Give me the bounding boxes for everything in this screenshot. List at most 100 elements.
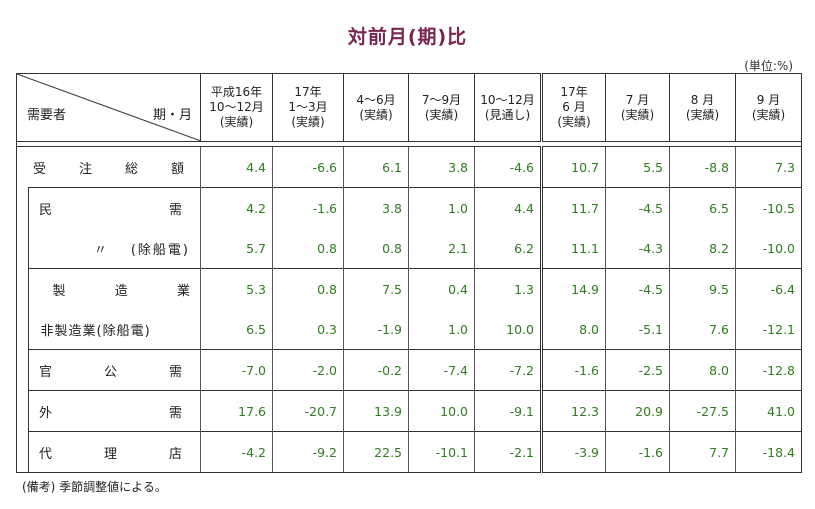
page-title: 対前月(期)比	[347, 26, 468, 48]
row-label-private-ex-ships-power: 〃 (除船電)	[27, 228, 201, 269]
row-label-agencies: 代理店	[27, 431, 201, 473]
table-row: 民需 4.2 -1.6 3.8 1.0 4.4 11.7 -4.5 6.5 -1…	[16, 187, 803, 228]
cell: -4.5	[605, 187, 670, 228]
cell: 8.2	[669, 228, 736, 269]
cell: 4.4	[200, 146, 273, 188]
cell: 8.0	[669, 349, 736, 391]
cell: 6.5	[200, 309, 273, 350]
cell: 6.1	[343, 146, 409, 188]
table-row: 受注総額 4.4 -6.6 6.1 3.8 -4.6 10.7 5.5 -8.8…	[15, 146, 803, 188]
cell: 14.9	[540, 268, 606, 309]
cell: -3.9	[540, 431, 606, 473]
col-header-7: 7 月 (実績)	[605, 73, 671, 142]
col-header-9: 9 月 (実績)	[735, 73, 803, 142]
cell: -6.6	[272, 146, 344, 188]
col-header-4: 7〜9月 (実績)	[408, 73, 476, 142]
row-label-public-demand: 官公需	[27, 349, 201, 391]
cell: -1.6	[272, 187, 344, 228]
cell: 7.5	[343, 268, 409, 309]
cell: -4.5	[605, 268, 670, 309]
cell: -0.2	[343, 349, 409, 391]
corner-period-label: 期・月	[153, 108, 193, 123]
cell: -4.2	[200, 431, 273, 473]
cell: 6.5	[669, 187, 736, 228]
col-header-3: 4〜6月 (実績)	[343, 73, 410, 142]
table-row: 官公需 -7.0 -2.0 -0.2 -7.4 -7.2 -1.6 -2.5 8…	[16, 349, 803, 391]
cell: 3.8	[343, 187, 409, 228]
cell: -6.4	[735, 268, 803, 309]
cell: 41.0	[735, 390, 803, 432]
cell: -9.1	[474, 390, 542, 432]
cell: 10.7	[540, 146, 606, 188]
cell: 12.3	[540, 390, 606, 432]
header-row: 需要者 期・月 平成16年 10〜12月 (実績) 17年 1〜3月 (実績) 4〜6月…	[15, 73, 803, 142]
cell: -12.1	[735, 309, 803, 350]
footnote: (備考) 季節調整値による。	[22, 480, 167, 494]
cell: 22.5	[343, 431, 409, 473]
cell: 0.3	[272, 309, 344, 350]
cell: -1.9	[343, 309, 409, 350]
cell: -8.8	[669, 146, 736, 188]
cell: -12.8	[735, 349, 803, 391]
cell: 0.4	[408, 268, 475, 309]
cell: 10.0	[408, 390, 475, 432]
cell: 5.5	[605, 146, 670, 188]
col-header-1: 平成16年 10〜12月 (実績)	[200, 73, 274, 142]
cell: -5.1	[605, 309, 670, 350]
cell: -4.3	[605, 228, 670, 269]
cell: 11.7	[540, 187, 606, 228]
row-label-total-orders: 受注総額	[15, 146, 201, 188]
cell: 10.0	[474, 309, 542, 350]
table-row: 〃 (除船電) 5.7 0.8 0.8 2.1 6.2 11.1 -4.3 8.2…	[16, 228, 803, 269]
cell: -1.6	[540, 349, 606, 391]
table-row: 代理店 -4.2 -9.2 22.5 -10.1 -2.1 -3.9 -1.6 …	[16, 431, 803, 473]
cell: -2.1	[474, 431, 542, 473]
cell: 17.6	[200, 390, 273, 432]
cell: 1.0	[408, 309, 475, 350]
cell: -10.0	[735, 228, 803, 269]
row-label-manufacturing: 製造業	[40, 268, 201, 309]
cell: 6.2	[474, 228, 542, 269]
col-header-8: 8 月 (実績)	[669, 73, 737, 142]
cell: -2.0	[272, 349, 344, 391]
cell: 9.5	[669, 268, 736, 309]
cell: 5.3	[200, 268, 273, 309]
corner-demand-label: 需要者	[27, 108, 67, 123]
col-header-5: 10〜12月 (見通し)	[474, 73, 543, 142]
row-label-private-demand: 民需	[27, 187, 201, 228]
cell: 4.4	[474, 187, 542, 228]
table-row: 非製造業(除船電) 6.5 0.3 -1.9 1.0 10.0 8.0 -5.1…	[16, 309, 803, 350]
cell: 11.1	[540, 228, 606, 269]
table-row: 外需 17.6 -20.7 13.9 10.0 -9.1 12.3 20.9 -…	[16, 390, 803, 432]
col-header-6: 17年 6 月 (実績)	[540, 73, 607, 142]
cell: -18.4	[735, 431, 803, 473]
row-label-non-manufacturing: 非製造業(除船電)	[40, 323, 151, 339]
cell: -2.5	[605, 349, 670, 391]
cell: 1.3	[474, 268, 542, 309]
cell: -9.2	[272, 431, 344, 473]
cell: -7.4	[408, 349, 475, 391]
cell: 4.2	[200, 187, 273, 228]
header-corner: 需要者 期・月	[15, 73, 202, 142]
cell: 13.9	[343, 390, 409, 432]
diagonal-line	[17, 74, 201, 141]
data-table: 需要者 期・月 平成16年 10〜12月 (実績) 17年 1〜3月 (実績) 4〜6月…	[15, 73, 803, 473]
cell: -10.5	[735, 187, 803, 228]
cell: -7.2	[474, 349, 542, 391]
cell: 7.3	[735, 146, 803, 188]
cell: 7.7	[669, 431, 736, 473]
cell: 1.0	[408, 187, 475, 228]
cell: 20.9	[605, 390, 670, 432]
cell: 0.8	[272, 228, 344, 269]
cell: 2.1	[408, 228, 475, 269]
cell: -7.0	[200, 349, 273, 391]
cell: 7.6	[669, 309, 736, 350]
col-header-2: 17年 1〜3月 (実績)	[272, 73, 345, 142]
unit-label: (単位:%)	[744, 59, 793, 73]
cell: 8.0	[540, 309, 606, 350]
cell: 0.8	[272, 268, 344, 309]
cell: 3.8	[408, 146, 475, 188]
cell: -4.6	[474, 146, 542, 188]
cell: 5.7	[200, 228, 273, 269]
row-label-foreign-demand: 外需	[27, 390, 201, 432]
